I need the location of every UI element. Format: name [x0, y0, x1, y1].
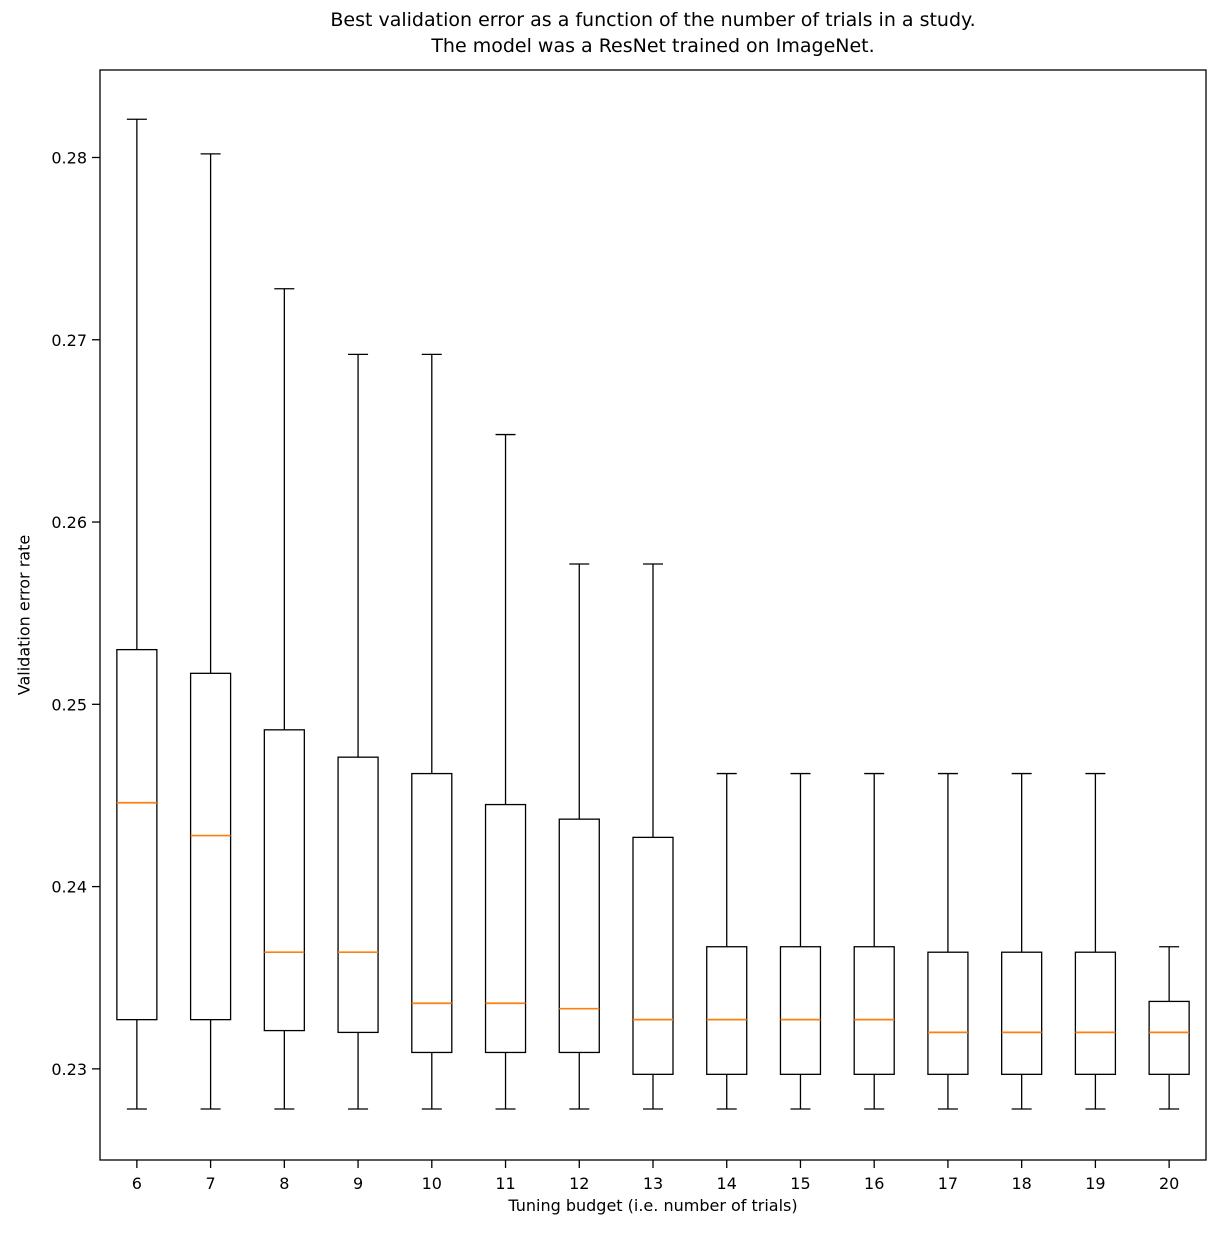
x-tick-label: 15 [790, 1174, 810, 1193]
box-group-11 [484, 433, 527, 1110]
x-tick-label: 14 [717, 1174, 737, 1193]
chart-title-line1: Best validation error as a function of t… [330, 9, 976, 31]
box-group-8 [263, 288, 305, 1110]
x-tick-label: 9 [353, 1174, 363, 1193]
y-tick-label: 0.23 [51, 1060, 87, 1079]
box-group-16 [853, 772, 895, 1110]
box-group-10 [411, 353, 453, 1110]
iqr-box [558, 818, 600, 1054]
box-group-17 [927, 772, 969, 1110]
box-group-14 [706, 772, 748, 1110]
x-tick-label: 20 [1159, 1174, 1179, 1193]
iqr-box [1074, 951, 1117, 1075]
box-group-19 [1074, 772, 1117, 1110]
iqr-box [706, 946, 748, 1075]
x-tick-label: 12 [569, 1174, 589, 1193]
iqr-box [632, 836, 674, 1075]
y-tick-label: 0.24 [51, 878, 87, 897]
x-tick-label: 6 [132, 1174, 142, 1193]
x-tick-label: 10 [422, 1174, 442, 1193]
iqr-box [116, 648, 158, 1021]
box-group-15 [779, 772, 822, 1110]
y-axis-label: Validation error rate [14, 534, 34, 696]
box-group-18 [1001, 772, 1043, 1110]
iqr-box [411, 772, 453, 1054]
iqr-box [1148, 1000, 1190, 1075]
x-tick-label: 8 [279, 1174, 289, 1193]
box-group-9 [337, 353, 379, 1110]
iqr-box [337, 756, 379, 1034]
x-tick-label: 13 [643, 1174, 663, 1193]
y-tick-label: 0.27 [51, 331, 87, 350]
x-tick-label: 17 [938, 1174, 958, 1193]
y-tick-label: 0.26 [51, 513, 87, 532]
x-tick-label: 7 [206, 1174, 216, 1193]
plot-frame [99, 69, 1207, 1161]
iqr-box [189, 672, 232, 1021]
box-group-6 [116, 118, 158, 1110]
chart-title-line2: The model was a ResNet trained on ImageN… [431, 34, 875, 57]
x-axis-label: Tuning budget (i.e. number of trials) [508, 1196, 798, 1215]
iqr-box [779, 946, 822, 1075]
y-tick-label: 0.25 [51, 695, 87, 714]
x-tick-label: 16 [864, 1174, 884, 1193]
box-group-13 [632, 563, 674, 1110]
chart-title: Best validation error as a function of t… [100, 8, 1206, 59]
x-tick-label: 18 [1011, 1174, 1031, 1193]
iqr-box [853, 946, 895, 1075]
box-group-7 [189, 153, 232, 1110]
y-tick-label: 0.28 [51, 148, 87, 167]
iqr-box [927, 951, 969, 1075]
box-group-12 [558, 563, 600, 1110]
iqr-box [1001, 951, 1043, 1075]
x-tick-label: 19 [1085, 1174, 1105, 1193]
iqr-box [484, 803, 527, 1054]
box-group-20 [1148, 946, 1190, 1110]
x-tick-label: 11 [495, 1174, 515, 1193]
iqr-box [263, 729, 305, 1032]
